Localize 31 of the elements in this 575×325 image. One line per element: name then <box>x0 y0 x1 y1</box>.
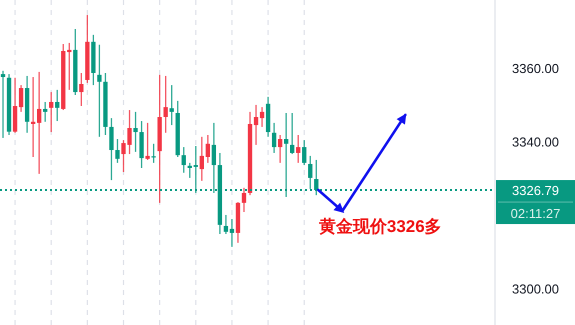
candlestick <box>272 122 276 154</box>
candlestick <box>170 84 174 126</box>
candlestick <box>127 109 132 155</box>
candlestick <box>182 146 186 174</box>
y-tick-label: 3340.00 <box>512 134 559 150</box>
candlestick <box>145 122 150 161</box>
y-tick-label: 3300.00 <box>512 281 559 296</box>
candlestick <box>115 138 120 164</box>
candlestick <box>55 89 60 122</box>
candlestick <box>278 134 282 164</box>
ref-line-label: 3326.79 <box>512 183 559 198</box>
y-tick-label: 3360.00 <box>512 61 559 76</box>
candlestick <box>230 218 234 248</box>
candlestick <box>0 70 6 139</box>
candlestick <box>164 75 168 134</box>
candlestick <box>254 104 258 146</box>
candlestick <box>109 117 114 181</box>
candlestick <box>302 139 306 166</box>
candlestick <box>43 101 48 122</box>
candlestick <box>121 139 126 173</box>
candlestick <box>133 111 138 153</box>
candlestick <box>97 44 102 138</box>
candlestick <box>79 72 84 107</box>
candlestick <box>296 134 300 164</box>
annotation: 黄金现价3326多 <box>318 217 442 236</box>
candlestick <box>18 84 24 113</box>
candlestick <box>224 214 228 235</box>
candlestick <box>290 112 294 155</box>
candlestick <box>242 187 246 213</box>
candlestick <box>49 91 54 133</box>
text: 02:11:27 <box>510 206 560 222</box>
